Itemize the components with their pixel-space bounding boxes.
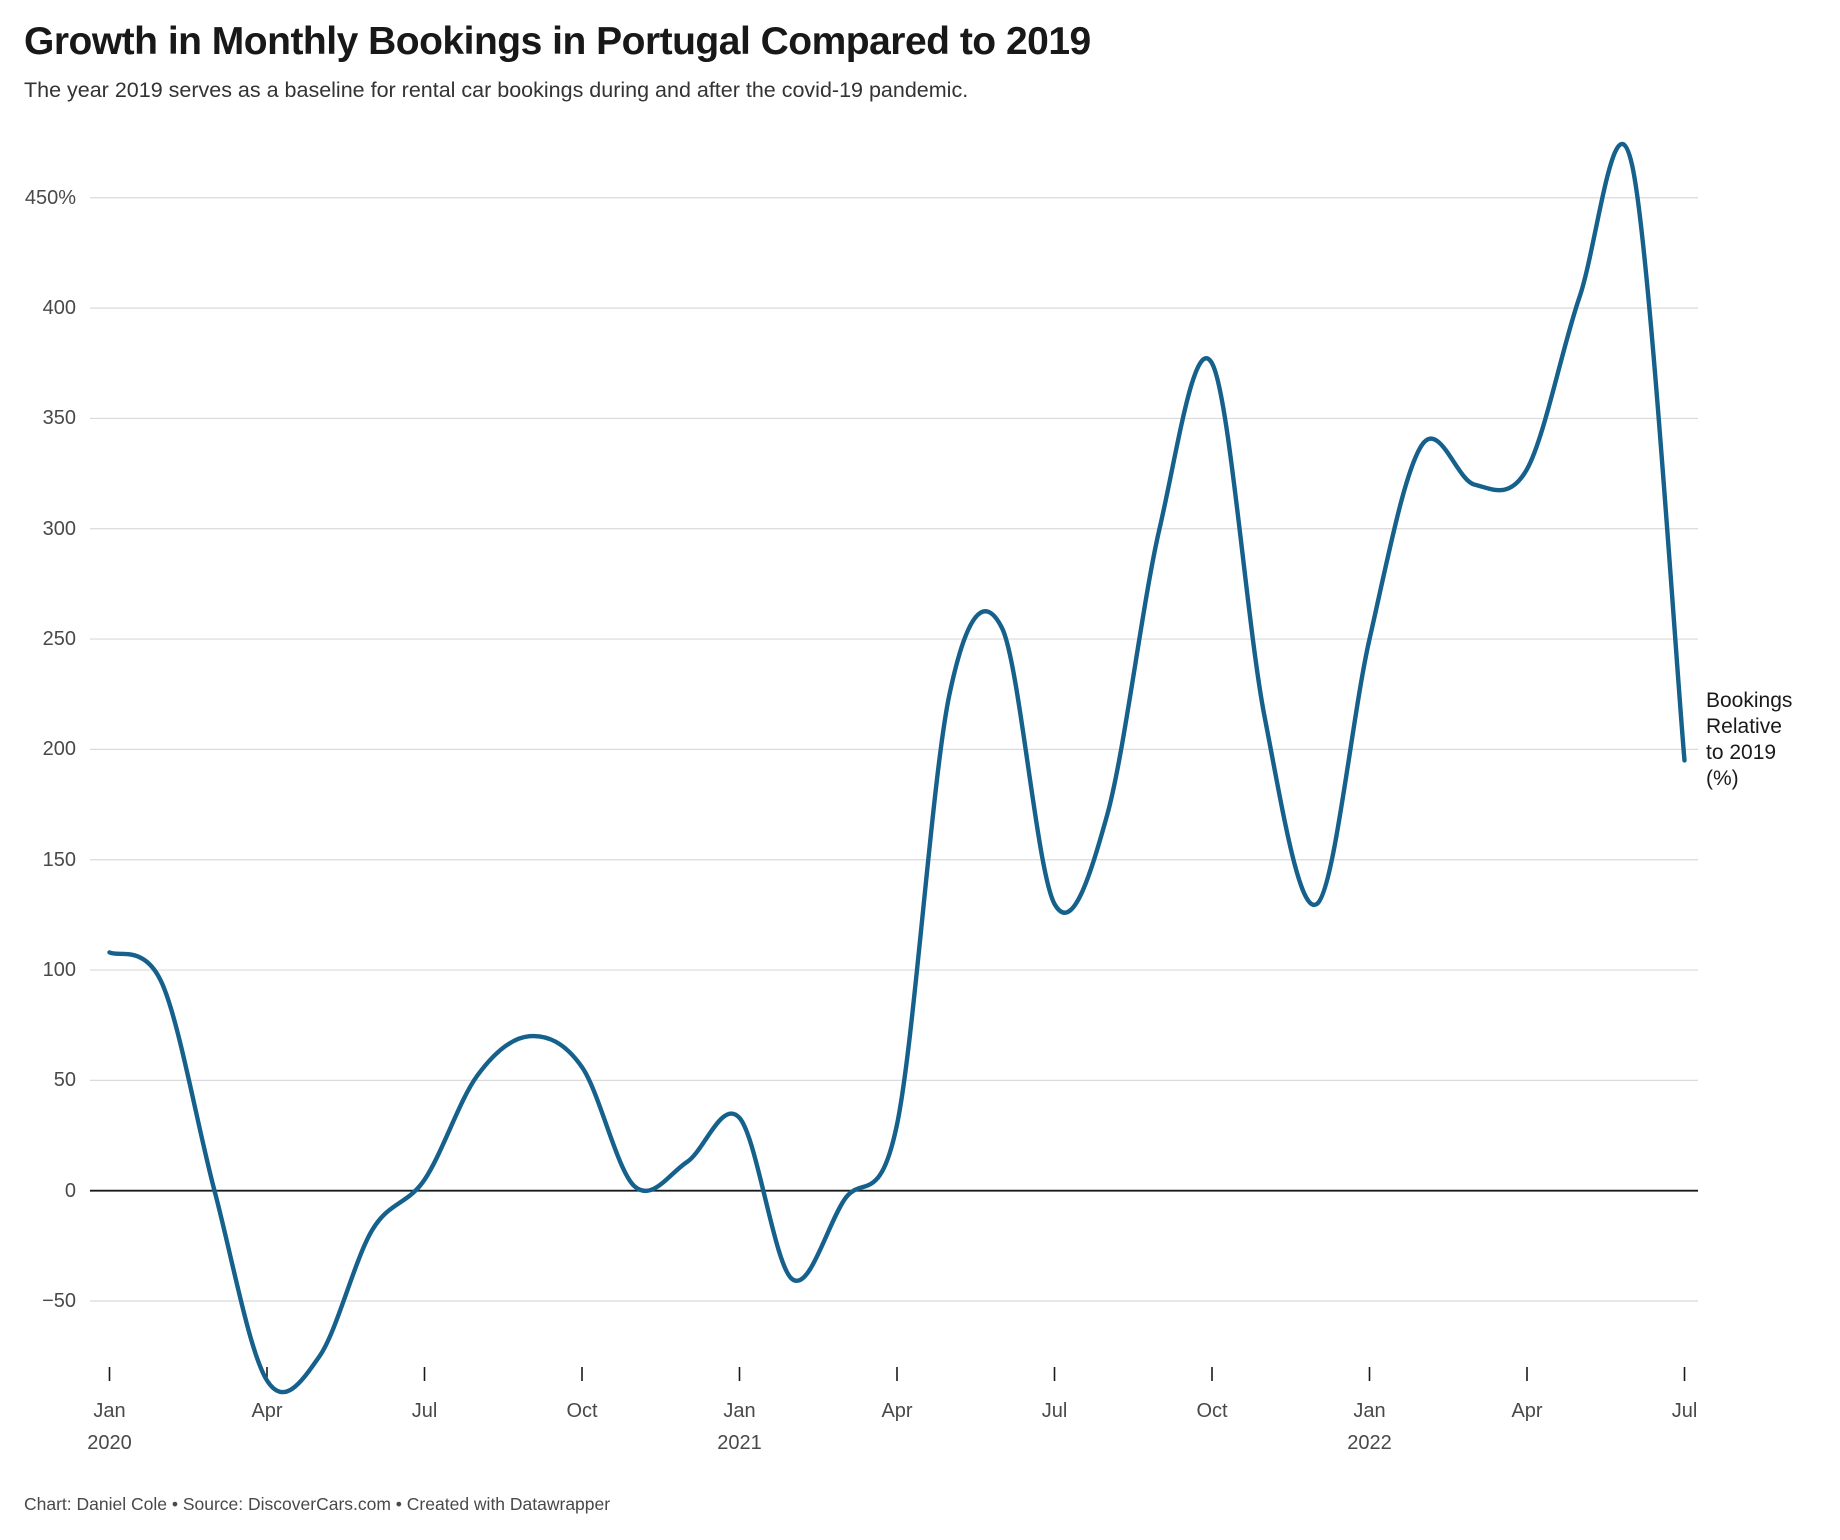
bookings-line: [107, 141, 1687, 1395]
y-axis-label-150: 150: [42, 848, 76, 871]
x-axis-year-label: 2020: [87, 1432, 132, 1454]
x-axis-year-label: 2021: [717, 1432, 762, 1454]
x-axis-label: Jan: [723, 1400, 756, 1422]
x-axis-label: Oct: [566, 1400, 598, 1422]
page-title: Growth in Monthly Bookings in Portugal C…: [24, 20, 1091, 63]
y-axis-label-250: 250: [42, 628, 76, 651]
annotation-line: Bookings: [1706, 689, 1793, 712]
y-axis-label-50: 50: [53, 1069, 76, 1092]
footer-byline: Chart: Daniel Cole • Source: DiscoverCar…: [24, 1494, 611, 1514]
y-axis-label-200: 200: [42, 738, 76, 761]
annotation-line: to 2019: [1706, 741, 1777, 764]
x-axis-ticks: [108, 1367, 1686, 1381]
x-axis-label: Jul: [1671, 1400, 1698, 1422]
annotation-line: (%): [1706, 767, 1739, 790]
y-axis-label-0: 0: [64, 1179, 76, 1202]
y-axis-label-100: 100: [42, 959, 76, 982]
x-axis-label: Jan: [1353, 1400, 1386, 1422]
page-subtitle: The year 2019 serves as a baseline for r…: [24, 78, 969, 102]
y-axis-label-−50: −50: [42, 1290, 76, 1313]
x-axis-label: Jul: [411, 1400, 438, 1422]
x-axis-label: Apr: [251, 1400, 283, 1422]
x-axis-year-label: 2022: [1347, 1432, 1392, 1454]
y-axis-label-300: 300: [42, 517, 76, 540]
x-axis-label: Jul: [1041, 1400, 1068, 1422]
annotation-line: Relative: [1706, 715, 1782, 738]
y-axis-label-400: 400: [42, 297, 76, 320]
x-axis-label: Jan: [93, 1400, 126, 1422]
x-axis-label: Apr: [881, 1400, 913, 1422]
gridlines: [90, 197, 1698, 1302]
y-axis-label-450%: 450%: [24, 186, 76, 209]
x-axis-label: Apr: [1511, 1400, 1543, 1422]
series-annotation: Bookings Relative to 2019 (%): [1706, 688, 1792, 792]
y-axis-label-350: 350: [42, 407, 76, 430]
x-axis-label: Oct: [1196, 1400, 1228, 1422]
